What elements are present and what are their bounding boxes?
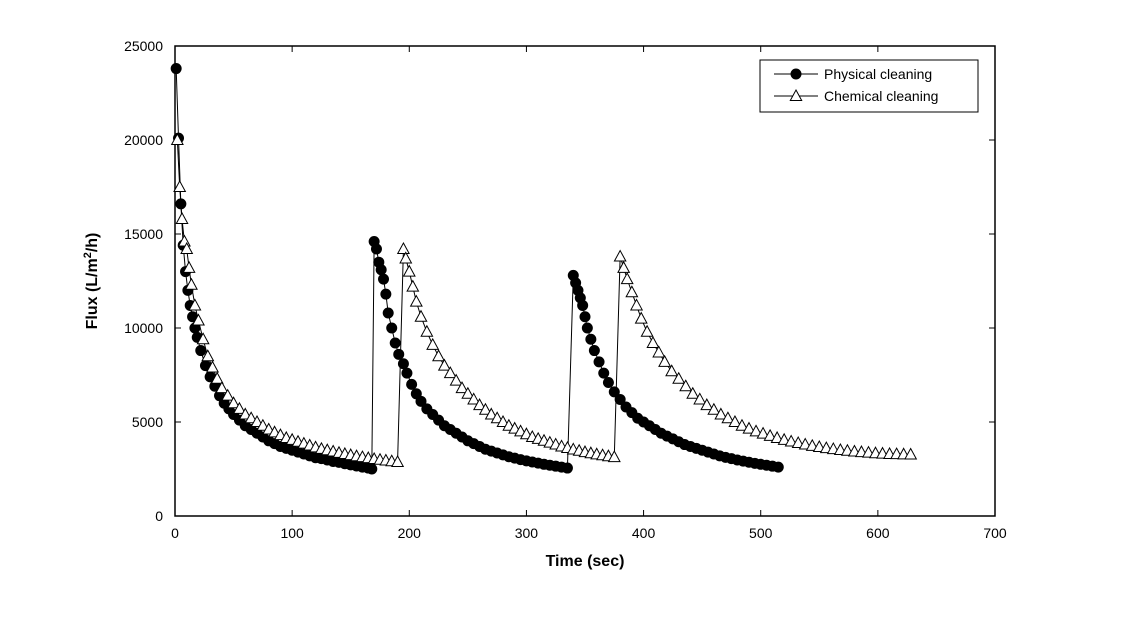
- data-point-circle: [387, 323, 397, 333]
- data-point-circle: [578, 300, 588, 310]
- x-tick-label: 600: [866, 525, 890, 541]
- x-tick-label: 0: [171, 525, 179, 541]
- data-point-circle: [171, 64, 181, 74]
- data-point-circle: [562, 463, 572, 473]
- x-tick-label: 200: [398, 525, 422, 541]
- data-point-triangle: [407, 281, 418, 292]
- data-point-circle: [383, 308, 393, 318]
- data-point-circle: [390, 338, 400, 348]
- data-point-circle: [773, 462, 783, 472]
- data-point-triangle: [404, 266, 415, 277]
- data-point-triangle: [621, 273, 632, 284]
- data-point-circle: [580, 312, 590, 322]
- data-point-circle: [582, 323, 592, 333]
- y-axis-label: Flux (L/m2/h): [82, 233, 101, 330]
- series-line: [177, 140, 910, 462]
- data-point-circle: [407, 379, 417, 389]
- y-tick-label: 20000: [124, 132, 163, 148]
- x-tick-label: 400: [632, 525, 656, 541]
- series-physical-cleaning: [171, 64, 783, 474]
- data-point-triangle: [790, 90, 801, 101]
- x-tick-label: 700: [983, 525, 1007, 541]
- data-point-triangle: [647, 337, 658, 348]
- data-point-circle: [402, 368, 412, 378]
- y-tick-label: 0: [155, 508, 163, 524]
- data-point-circle: [586, 334, 596, 344]
- x-tick-label: 500: [749, 525, 773, 541]
- data-point-circle: [791, 69, 801, 79]
- data-point-circle: [371, 244, 381, 254]
- data-point-triangle: [626, 286, 637, 297]
- data-point-triangle: [636, 313, 647, 324]
- data-point-circle: [599, 368, 609, 378]
- data-point-circle: [603, 378, 613, 388]
- x-tick-label: 100: [280, 525, 304, 541]
- data-point-triangle: [427, 339, 438, 350]
- data-point-triangle: [641, 326, 652, 337]
- y-tick-label: 15000: [124, 226, 163, 242]
- y-tick-label: 25000: [124, 38, 163, 54]
- data-point-triangle: [614, 251, 625, 262]
- flux-vs-time-chart: 0 100 200 300 400 500 600 700 0 5000 10000 15000 200…: [0, 0, 1143, 617]
- legend-label: Physical cleaning: [824, 66, 932, 82]
- data-point-triangle: [411, 296, 422, 307]
- data-point-circle: [379, 274, 389, 284]
- y-tick-label: 10000: [124, 320, 163, 336]
- data-point-circle: [381, 289, 391, 299]
- y-tick-label: 5000: [132, 414, 163, 430]
- data-point-triangle: [398, 243, 409, 254]
- data-point-circle: [589, 346, 599, 356]
- data-point-triangle: [176, 213, 187, 224]
- data-point-circle: [196, 346, 206, 356]
- data-point-circle: [367, 464, 377, 474]
- data-point-triangle: [433, 350, 444, 361]
- data-point-triangle: [421, 326, 432, 337]
- x-axis-label: Time (sec): [546, 553, 625, 570]
- series-chemical-cleaning: [172, 134, 917, 467]
- legend-label: Chemical cleaning: [824, 88, 938, 104]
- x-tick-label: 300: [515, 525, 539, 541]
- data-point-circle: [394, 349, 404, 359]
- data-point-triangle: [631, 299, 642, 310]
- data-point-triangle: [415, 311, 426, 322]
- data-point-circle: [594, 357, 604, 367]
- data-point-circle: [376, 265, 386, 275]
